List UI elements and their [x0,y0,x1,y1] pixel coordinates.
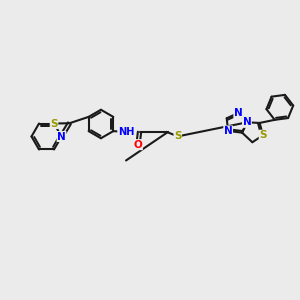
Text: S: S [259,130,267,140]
Text: N: N [234,108,243,118]
Text: N: N [57,131,66,142]
Text: O: O [134,140,142,150]
Text: NH: NH [118,127,134,137]
Text: N: N [224,126,233,136]
Text: S: S [174,131,182,141]
Text: N: N [242,117,251,127]
Text: S: S [50,118,58,128]
